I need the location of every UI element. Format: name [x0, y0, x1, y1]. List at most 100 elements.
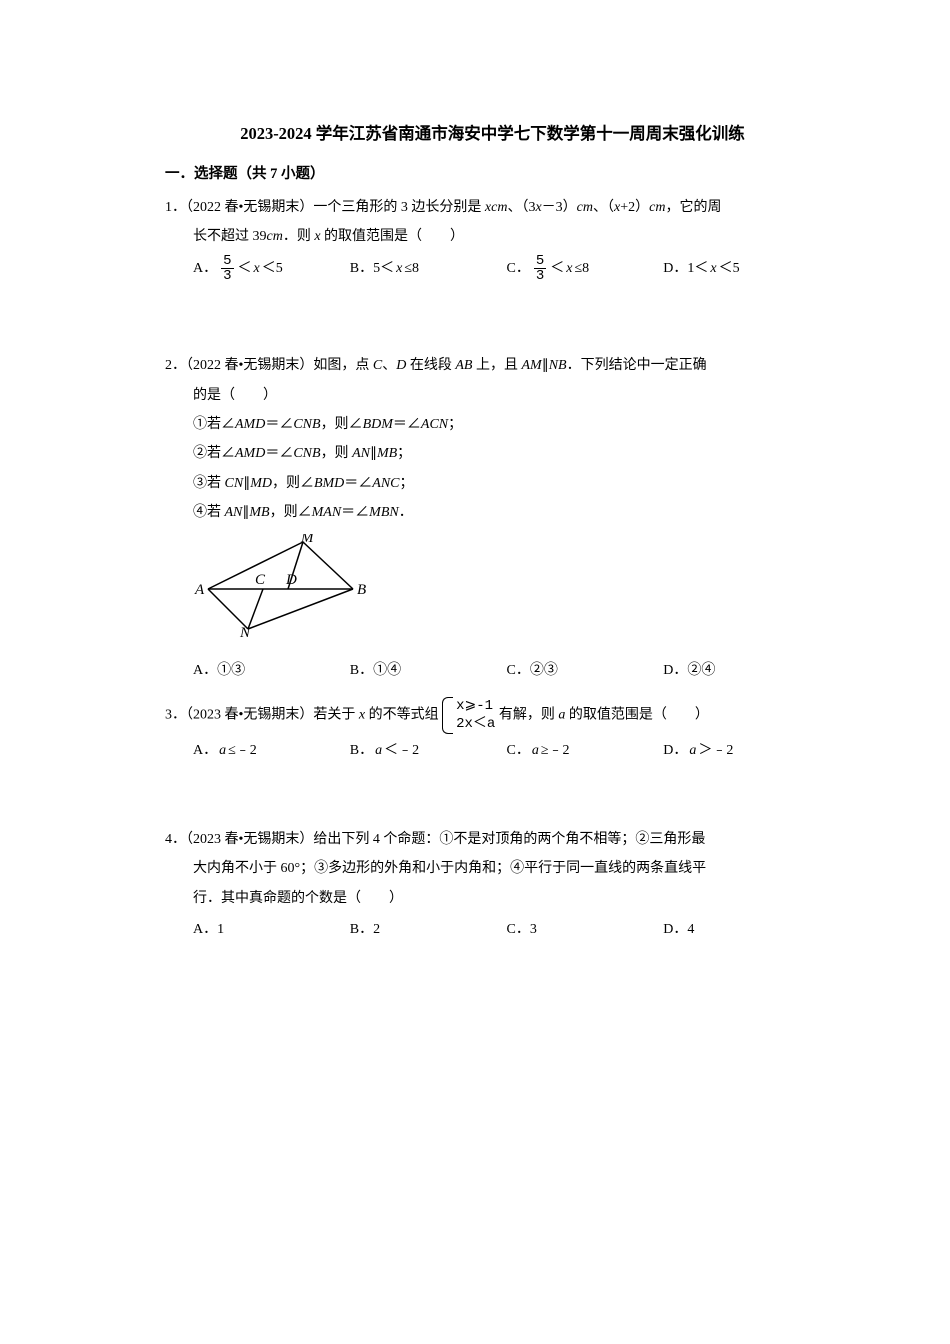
- fraction: 53: [534, 254, 546, 283]
- option-b: B．5＜x≤8: [350, 254, 507, 283]
- q1-stem-line2: 长不超过 39cm．则 x 的取值范围是（ ）: [165, 222, 820, 251]
- text: ＜﹣2: [384, 736, 419, 765]
- q4-options: A．1 B．2 C．3 D．4: [165, 915, 820, 944]
- ang: MBN: [369, 505, 399, 520]
- text: ，则∠: [272, 476, 314, 491]
- text: ＝∠: [344, 476, 372, 491]
- text: 、: [382, 358, 396, 373]
- q4-stem-line2: 大内角不小于 60°；③多边形的外角和小于内角和；④平行于同一直线的两条直线平: [165, 854, 820, 883]
- numerator: 5: [534, 254, 546, 269]
- option-b: B．a＜﹣2: [350, 736, 507, 765]
- q2-diagram: A B C D M N: [193, 534, 820, 650]
- text: 长不超过 39: [193, 229, 267, 244]
- label-n: N: [239, 625, 251, 639]
- q1-stem: 1．（2022 春•无锡期末）一个三角形的 3 边长分别是 xcm、（3x－3）…: [165, 193, 820, 222]
- text: ＞﹣2: [698, 736, 733, 765]
- label: B．: [350, 736, 373, 765]
- text: 有解，则: [499, 708, 559, 723]
- var: a: [689, 736, 696, 765]
- text: －3）: [542, 200, 577, 215]
- q2-options: A．①③ B．①④ C．②③ D．②④: [165, 656, 820, 685]
- seg: AB: [455, 358, 472, 373]
- parallel: ∥: [370, 446, 377, 461]
- question-4: 4．（2023 春•无锡期末）给出下列 4 个命题：①不是对顶角的两个角不相等；…: [165, 825, 820, 945]
- text: ，它的周: [665, 200, 721, 215]
- text: 1．（2022 春•无锡期末）一个三角形的 3 边长分别是: [165, 200, 485, 215]
- text: ＝∠: [265, 446, 293, 461]
- section-heading: 一．选择题（共 7 小题）: [165, 162, 820, 183]
- text: ．则: [283, 229, 315, 244]
- label: D．: [663, 736, 687, 765]
- q2-statement-1: ①若∠AMD＝∠CNB，则∠BDM＝∠ACN；: [165, 410, 820, 439]
- text: 2．（2022 春•无锡期末）如图，点: [165, 358, 373, 373]
- var: x: [566, 254, 572, 283]
- sys-row-1: x⩾-1: [456, 697, 495, 715]
- pt: D: [396, 358, 406, 373]
- option-d: D．②④: [663, 656, 820, 685]
- q3-options: A．a≤﹣2 B．a＜﹣2 C．a≥﹣2 D．a＞﹣2: [165, 736, 820, 765]
- denominator: 3: [534, 269, 546, 283]
- q4-stem-line3: 行．其中真命题的个数是（ ）: [165, 884, 820, 913]
- text: 的不等式组: [365, 708, 439, 723]
- document-title: 2023-2024 学年江苏省南通市海安中学七下数学第十一周周末强化训练: [165, 120, 820, 144]
- q4-stem-line1: 4．（2023 春•无锡期末）给出下列 4 个命题：①不是对顶角的两个角不相等；…: [165, 825, 820, 854]
- ang: ANC: [372, 476, 399, 491]
- spacer: [165, 295, 820, 351]
- option-a: A．a≤﹣2: [193, 736, 350, 765]
- text: 的取值范围是（ ）: [565, 708, 709, 723]
- text: ＜5: [262, 254, 283, 283]
- option-a: A． 53 ＜x＜5: [193, 254, 350, 283]
- text: ＜: [238, 254, 252, 283]
- ang: BDM: [363, 417, 393, 432]
- text: ④若: [193, 505, 225, 520]
- unit: cm: [491, 200, 507, 215]
- text: ≤8: [574, 254, 589, 283]
- text: 3．（2023 春•无锡期末）若关于: [165, 708, 359, 723]
- ang: CNB: [293, 417, 320, 432]
- label-c: C: [255, 572, 266, 588]
- sys-row-2: 2x＜a: [456, 715, 495, 733]
- q2-line2: 的是（ ）: [165, 381, 820, 410]
- text: ＝∠: [393, 417, 421, 432]
- text: ＝∠: [265, 417, 293, 432]
- text: ＜5: [719, 254, 740, 283]
- label-b: B: [357, 582, 366, 598]
- text: ≥﹣2: [541, 736, 570, 765]
- option-b: B．2: [350, 915, 507, 944]
- var: a: [219, 736, 226, 765]
- q2-stem: 2．（2022 春•无锡期末）如图，点 C、D 在线段 AB 上，且 AM∥NB…: [165, 351, 820, 380]
- option-b: B．①④: [350, 656, 507, 685]
- seg: AN: [225, 505, 243, 520]
- ang: MAN: [312, 505, 342, 520]
- text: 上，且: [472, 358, 521, 373]
- parallel: ∥: [542, 358, 549, 373]
- geometry-figure: A B C D M N: [193, 534, 373, 639]
- text: ，则∠: [321, 417, 363, 432]
- text: ．下列结论中一定正确: [567, 358, 707, 373]
- text: 、（3: [507, 200, 535, 215]
- ang: BMD: [314, 476, 344, 491]
- text: ①若∠: [193, 417, 235, 432]
- text: D．1＜: [663, 254, 708, 283]
- text: ≤8: [404, 254, 419, 283]
- text: ＝∠: [341, 505, 369, 520]
- text: ③若: [193, 476, 225, 491]
- fraction: 53: [221, 254, 233, 283]
- denominator: 3: [221, 269, 233, 283]
- seg: MD: [250, 476, 272, 491]
- unit: cm: [577, 200, 593, 215]
- label: C．: [507, 254, 530, 283]
- option-c: C．3: [507, 915, 664, 944]
- text: 的取值范围是（ ）: [321, 229, 465, 244]
- var: a: [375, 736, 382, 765]
- text: ；: [448, 417, 462, 432]
- question-2: 2．（2022 春•无锡期末）如图，点 C、D 在线段 AB 上，且 AM∥NB…: [165, 351, 820, 685]
- seg: MB: [249, 505, 269, 520]
- label: A．: [193, 254, 217, 283]
- text: +2）: [620, 200, 649, 215]
- text: ．: [399, 505, 413, 520]
- question-1: 1．（2022 春•无锡期末）一个三角形的 3 边长分别是 xcm、（3x－3）…: [165, 193, 820, 283]
- option-d: D．1＜x＜5: [663, 254, 820, 283]
- var: x: [710, 254, 716, 283]
- label-a: A: [194, 582, 205, 598]
